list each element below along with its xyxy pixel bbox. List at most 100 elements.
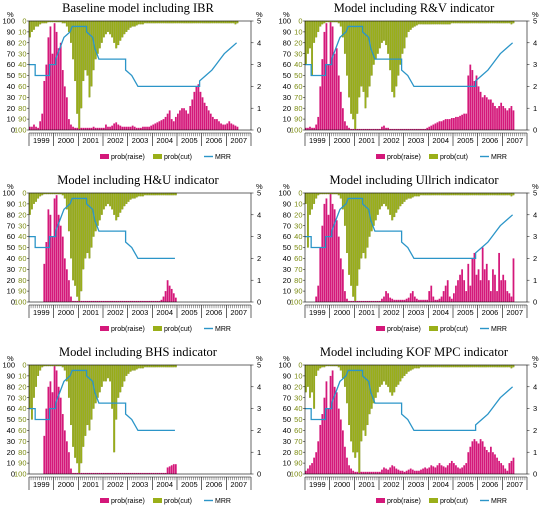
cut-bar [148,20,151,24]
legend-item: MRR [204,154,231,161]
cut-bar [489,20,492,24]
raise-bar [420,469,422,474]
raise-bar [370,300,373,302]
cut-bar [311,364,314,393]
raise-bar [403,299,406,302]
y-left-tick-label: 30 [7,265,15,274]
raise-bar [129,300,132,302]
y-left-cut-tick-label: 100 [290,298,303,307]
cut-bars [304,20,515,129]
raise-bar [160,120,163,130]
cut-bar [139,364,142,369]
cut-bar [428,192,431,196]
legend-swatch [376,498,385,503]
cut-bar [61,192,64,196]
x-tick-label: 2002 [107,480,124,489]
raise-bar [481,441,484,474]
cut-bar [152,20,155,24]
raise-bar [164,291,167,302]
y-left-cut-tick-label: 30 [18,393,26,402]
raise-bar [218,121,220,130]
cut-bar [166,364,169,368]
y-left-tick-label: 80 [7,38,15,47]
raise-bar [107,472,109,474]
cut-bar [452,364,455,368]
raise-bar [321,414,324,474]
cut-bar [436,20,439,25]
cut-bar [491,20,494,24]
raise-bar [360,300,363,302]
raise-bar [393,299,396,302]
y-left-tick-label: 90 [7,28,15,37]
cut-bar [133,192,136,199]
raise-bar [339,91,342,130]
cut-bar [123,192,126,207]
raise-bar [70,296,72,302]
raise-bar [450,298,453,302]
cut-bar [201,20,204,24]
cut-bar [170,364,173,368]
cut-bar [127,364,130,374]
cut-bar [111,364,114,409]
cut-bar [39,364,42,371]
raise-bar [397,128,400,130]
cut-bar [481,364,484,368]
raise-bar [442,466,445,474]
raise-bar [313,457,315,474]
cut-bar [444,364,447,368]
y-right-tick-label: 5 [257,189,261,198]
y-left-unit: % [283,354,290,363]
raise-bar [187,113,190,130]
y-left-tick-label: 100 [278,361,291,370]
raise-bar [185,110,187,130]
cut-bars [304,192,515,301]
raise-bar [485,450,488,474]
raise-bar [393,466,396,474]
y-left-tick-label: 10 [283,287,291,296]
cut-bar [152,192,155,196]
cut-bar [170,20,173,24]
raise-bar [376,128,379,130]
y-right-tick-label: 5 [533,17,537,26]
cut-bar [207,20,210,24]
raise-bar [490,99,492,130]
cut-bar [220,20,223,24]
cut-bar [61,20,64,24]
cut-bar [407,20,410,32]
y-right-unit: % [532,354,539,363]
cut-bar [102,364,105,382]
y-left-cut-tick-label: 100 [14,126,27,135]
raise-bar [352,300,355,302]
x-tick-label: 2002 [107,308,124,317]
y-left-tick-label: 20 [7,448,15,457]
x-tick-label: 2007 [506,136,523,145]
x-tick-label: 2005 [181,308,198,317]
raise-bar [385,291,387,302]
cut-bar [166,20,169,24]
raise-bar [401,128,404,130]
raise-bar [339,419,342,474]
raise-bar [477,86,480,130]
x-tick-label: 2004 [432,480,449,489]
raise-bar [333,209,336,302]
cut-bar [512,364,515,368]
cut-bar [395,364,398,387]
raise-bar [74,127,76,130]
cut-bar [348,364,351,426]
raise-bar [455,116,457,130]
x-tick-label: 2005 [457,136,474,145]
y-left-cut-tick-label: 10 [294,200,302,209]
y-left-cut-tick-label: 100 [290,470,303,479]
raise-bar [156,122,159,130]
cut-bar [473,364,476,368]
y-right-tick-label: 5 [533,189,537,198]
raise-bars [43,195,177,302]
cut-bar [424,192,427,196]
raise-bar [504,468,507,474]
raise-bar [309,465,311,474]
cut-bar [319,364,322,369]
x-tick-label: 1999 [309,308,326,317]
raise-bar [146,300,148,302]
cut-bar [131,364,134,371]
raise-bar [146,472,148,474]
